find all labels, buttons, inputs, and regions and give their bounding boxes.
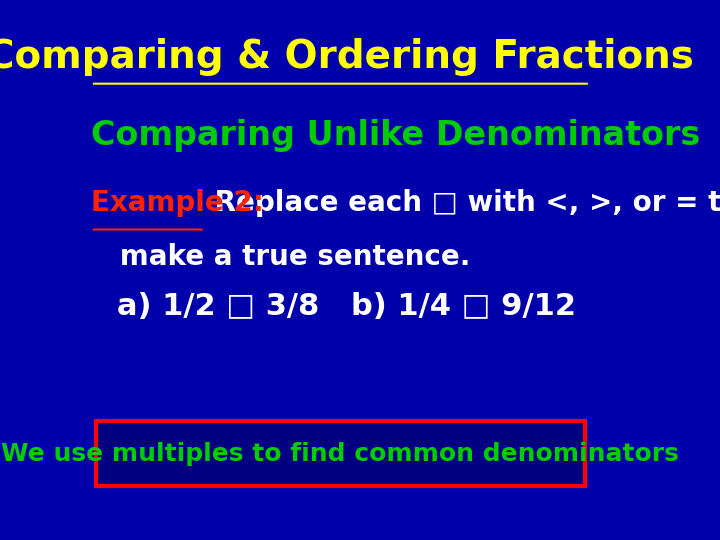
Text: b) 1/4 □ 9/12: b) 1/4 □ 9/12 — [351, 292, 576, 321]
Text: make a true sentence.: make a true sentence. — [91, 243, 470, 271]
Text: Example 2:: Example 2: — [91, 189, 264, 217]
Text: Comparing Unlike Denominators: Comparing Unlike Denominators — [91, 119, 700, 152]
Text: We use multiples to find common denominators: We use multiples to find common denomina… — [1, 442, 679, 465]
Text: Replace each □ with <, >, or = to: Replace each □ with <, >, or = to — [205, 189, 720, 217]
Text: Comparing & Ordering Fractions: Comparing & Ordering Fractions — [0, 38, 694, 76]
Text: a) 1/2 □ 3/8: a) 1/2 □ 3/8 — [117, 292, 320, 321]
FancyBboxPatch shape — [96, 421, 585, 486]
